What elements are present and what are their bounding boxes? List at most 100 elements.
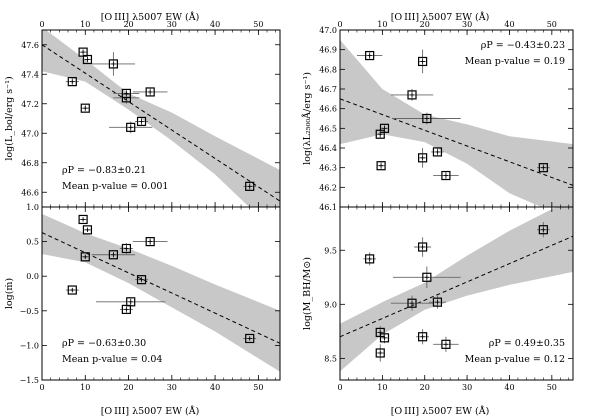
x-tick-label: 10 — [80, 20, 90, 29]
bottom-axis-title: [O III] λ5007 EW (Å) — [101, 405, 200, 417]
data-marker-square — [245, 181, 255, 191]
data-point — [109, 121, 153, 134]
panel-bottom-left: 0 10 20 30 40 50 −1.5 −1.0 −0.5 0.0 0.5 1.0 log(ṁ) ρP… — [4, 203, 281, 392]
data-point — [113, 88, 140, 99]
panel-top-left: 0 10 20 30 40 50 46.6 46.8 47.0 47.2 47.4 47.6 log(L… — [4, 20, 281, 208]
x-tick-label: 50 — [253, 383, 263, 392]
panel-plot-area — [340, 39, 573, 207]
x-tick-label: 10 — [377, 383, 387, 392]
correlation-annotation: ρP = −0.83±0.21 — [62, 165, 146, 176]
y-tick-label: 8.5 — [324, 354, 337, 363]
y-tick-label: 46.6 — [319, 105, 337, 114]
data-marker-square — [136, 275, 147, 285]
data-marker-square — [78, 214, 88, 225]
data-point — [375, 344, 385, 362]
p-value-annotation: Mean p-value = 0.19 — [465, 56, 565, 67]
y-tick-label: −0.5 — [20, 307, 39, 316]
data-point — [418, 148, 428, 168]
x-tick-label: 40 — [210, 20, 220, 29]
data-point — [135, 275, 149, 285]
x-tick-label: 0 — [337, 20, 342, 29]
data-marker-square — [136, 116, 147, 127]
panel-bottom-right: 0 10 20 30 40 50 8.5 9.0 9.5 log(M_BH/M⊙) ρP = 0.4… — [302, 206, 574, 392]
y-tick-label: 46.5 — [319, 124, 337, 133]
data-marker-square — [422, 272, 432, 282]
data-marker-square — [126, 122, 136, 132]
regression-line — [42, 232, 280, 344]
data-point — [243, 181, 257, 191]
data-point — [82, 54, 93, 65]
y-axis-label: log(λL₂₅₀₀Å/erg s⁻¹) — [301, 72, 313, 165]
data-marker-square — [67, 285, 77, 295]
p-value-annotation: Mean p-value = 0.12 — [465, 354, 565, 365]
data-marker-square — [365, 254, 375, 264]
data-point — [390, 295, 434, 311]
y-tick-label: 46.8 — [319, 65, 337, 74]
panel-top-right: 0 10 20 30 40 50 46.1 46.2 46.3 46.4 46.5 46.6 46.7 4… — [301, 20, 574, 212]
x-tick-label: 40 — [504, 20, 514, 29]
data-marker-square — [80, 252, 90, 262]
data-marker-square — [145, 87, 155, 97]
top-axis-title-right: [O III] λ5007 EW (Å) — [391, 11, 490, 23]
correlation-annotation: ρP = 0.49±0.35 — [489, 338, 565, 349]
y-tick-label: 0.0 — [26, 272, 39, 281]
data-marker-square — [418, 242, 428, 252]
data-point — [65, 285, 79, 295]
data-point — [433, 170, 459, 181]
data-point — [390, 89, 434, 101]
data-point — [379, 332, 390, 344]
data-point — [119, 304, 133, 315]
data-marker-square — [82, 54, 93, 65]
y-tick-label: 0.5 — [26, 238, 39, 247]
data-point — [96, 297, 166, 307]
data-point — [243, 333, 257, 344]
data-marker-square — [121, 243, 131, 254]
panel-frame — [41, 206, 281, 381]
x-tick-label: 30 — [462, 383, 472, 392]
data-point — [119, 242, 133, 255]
data-point — [356, 50, 383, 61]
x-tick-label: 10 — [377, 20, 387, 29]
data-point — [132, 237, 168, 247]
regression-line — [42, 44, 280, 202]
data-marker-square — [379, 333, 390, 343]
data-point — [78, 214, 88, 225]
x-tick-label: 30 — [462, 20, 472, 29]
data-point — [91, 52, 136, 76]
data-marker-square — [432, 297, 443, 307]
data-marker-square — [441, 339, 451, 349]
data-point — [80, 252, 90, 262]
x-tick-label: 50 — [253, 20, 263, 29]
correlation-annotation: ρP = −0.63±0.30 — [62, 338, 146, 349]
data-point — [414, 237, 432, 257]
y-tick-label: −1.5 — [20, 376, 39, 385]
y-axis-label: log(L_bol/erg s⁻¹) — [4, 76, 15, 160]
x-tick-label: 20 — [123, 383, 133, 392]
y-tick-label: 46.4 — [319, 144, 337, 153]
x-tick-label: 0 — [337, 383, 342, 392]
y-axis-label: log(M_BH/M⊙) — [302, 257, 313, 330]
panel-plot-area — [340, 207, 573, 372]
data-marker-square — [108, 250, 119, 260]
data-point — [418, 49, 428, 74]
y-tick-label: 47.0 — [21, 129, 39, 138]
x-tick-label: 10 — [80, 383, 90, 392]
regression-line — [340, 235, 573, 338]
data-point — [392, 266, 461, 289]
y-tick-label: 46.2 — [319, 183, 337, 192]
confidence-band — [42, 30, 280, 207]
data-point — [363, 252, 377, 266]
data-point — [91, 250, 136, 260]
x-tick-label: 20 — [420, 20, 430, 29]
confidence-band — [42, 213, 280, 372]
x-tick-label: 30 — [167, 20, 177, 29]
y-tick-label: 9.5 — [324, 246, 337, 255]
y-tick-label: 47.2 — [21, 100, 39, 109]
data-marker-square — [108, 59, 119, 69]
confidence-band — [340, 39, 573, 207]
y-tick-label: −1.0 — [20, 341, 39, 350]
p-value-annotation: Mean p-value = 0.001 — [62, 181, 168, 192]
y-tick-label: 46.9 — [319, 46, 337, 55]
data-point — [536, 163, 550, 173]
